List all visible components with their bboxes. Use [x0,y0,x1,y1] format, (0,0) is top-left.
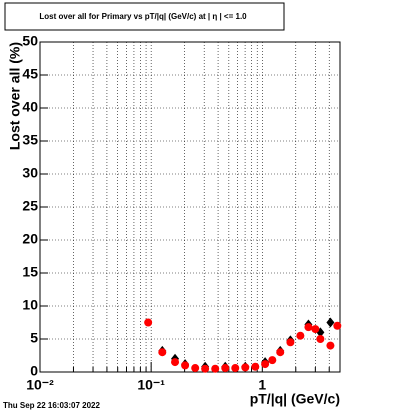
marker [286,338,295,347]
y-tick-label: 30 [22,165,38,181]
title-box [4,2,285,31]
marker [201,364,210,373]
marker [304,323,313,332]
y-tick-label: 40 [22,99,38,115]
x-tick-label: 10⁻² [26,377,54,393]
y-tick-label: 45 [22,66,38,82]
marker [171,358,180,367]
marker [333,321,342,330]
y-tick-label: 20 [22,231,38,247]
marker [211,364,220,373]
x-tick-label: 10⁻¹ [137,377,165,393]
marker [316,335,325,343]
plot-frame [39,41,341,373]
marker [181,361,190,370]
marker [311,325,320,334]
marker [326,317,335,328]
x-tick-label: 1 [258,377,266,393]
marker [231,364,240,373]
y-tick-label: 0 [30,363,38,379]
y-tick-label: 15 [22,264,38,280]
y-axis-label: Lost over all (%) [7,42,23,150]
marker [144,318,153,327]
marker [268,356,277,365]
marker [191,364,200,373]
marker [326,341,335,350]
marker [251,362,260,371]
y-tick-label: 5 [30,330,38,346]
marker [296,331,305,340]
y-tick-label: 25 [22,198,38,214]
x-axis-label: pT/|q| (GeV/c) [250,391,340,407]
marker [221,364,230,373]
chart-title: Lost over all for Primary vs pT/|q| (GeV… [39,12,247,21]
y-tick-label: 10 [22,297,38,313]
y-tick-label: 35 [22,132,38,148]
marker [261,360,270,369]
marker [241,363,250,372]
marker [158,348,167,357]
y-tick-label: 50 [22,33,38,49]
marker [276,348,285,357]
footer: Thu Sep 22 16:03:07 2022 [3,401,100,410]
